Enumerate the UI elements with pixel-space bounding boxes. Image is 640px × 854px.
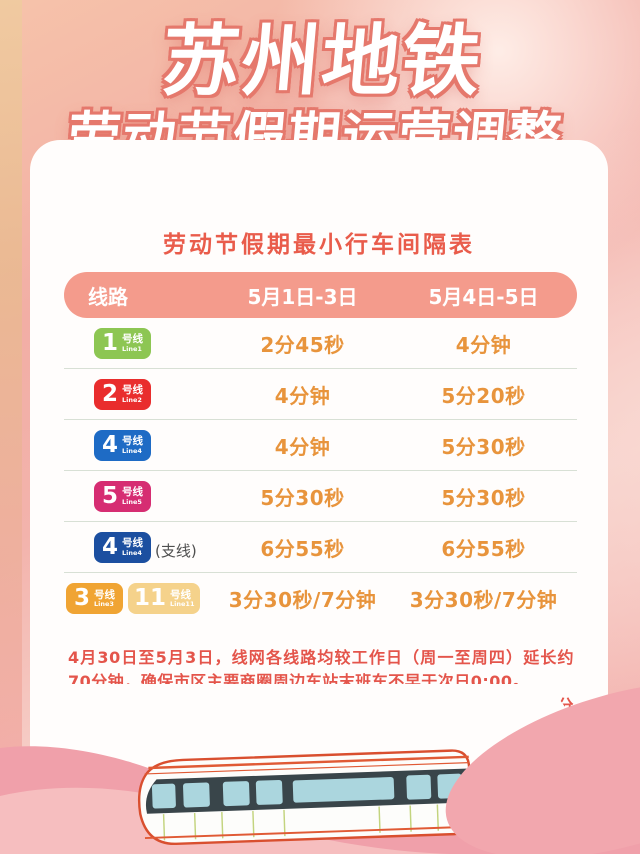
train-door-lines <box>162 804 440 841</box>
badge-en-label: Line4 <box>122 548 142 557</box>
table-row-line3-line11: 3 号线 Line3 11 号线 Line11 3分30秒/7分钟 3分30秒/7分… <box>64 573 577 624</box>
table-row-line5: 5 号线 Line5 5分30秒 5分30秒 <box>64 471 577 522</box>
table-row-line2: 2 号线 Line2 4分钟 5分20秒 <box>64 369 577 420</box>
line-1-badge: 1 号线 Line1 <box>94 327 151 359</box>
interval-cell: 5分20秒 <box>441 383 526 408</box>
badge-number: 4 <box>101 533 118 560</box>
interval-cell: 5分30秒 <box>260 485 345 510</box>
badge-en-label: Line2 <box>122 395 142 404</box>
badge-suffix: 号线 <box>122 537 143 549</box>
interval-cell: 5分30秒 <box>441 485 526 510</box>
badge-suffix: 号线 <box>122 384 143 396</box>
badge-suffix: 号线 <box>122 435 143 447</box>
badge-en-label: Line1 <box>122 344 142 353</box>
interval-cell: 3分30秒/7分钟 <box>228 588 377 612</box>
column-header-may4-5: 5月4日-5日 <box>428 284 539 309</box>
line-4-badge: 4 号线 Line4 <box>94 429 151 461</box>
table-header-row: 线路 5月1日-3日 5月4日-5日 <box>64 272 577 318</box>
table-title: 劳动节假期最小行车间隔表 <box>163 232 475 258</box>
interval-cell: 2分45秒 <box>260 332 345 357</box>
interval-cell: 6分55秒 <box>441 536 526 561</box>
badge-number: 1 <box>101 329 118 356</box>
interval-cell: 4分钟 <box>274 434 331 459</box>
interval-cell: 5分30秒 <box>441 434 526 459</box>
table-row-line1: 1 号线 Line1 2分45秒 4分钟 <box>64 318 577 369</box>
badge-suffix: 号线 <box>94 588 115 601</box>
badge-number: 11 <box>134 585 167 611</box>
interval-cell: 6分55秒 <box>260 536 345 561</box>
interval-cell: 3分30秒/7分钟 <box>409 588 558 612</box>
badge-number: 5 <box>101 482 118 509</box>
table-row-line4: 4 号线 Line4 4分钟 5分30秒 <box>64 420 577 471</box>
left-texture-strip <box>0 0 22 772</box>
train-icon <box>137 749 473 846</box>
table-row-line4-branch: 4 号线 Line4 (支线) 6分55秒 6分55秒 <box>64 522 577 573</box>
line-2-badge: 2 号线 Line2 <box>94 378 151 410</box>
badge-en-label: Line4 <box>122 446 142 455</box>
branch-label: (支线) <box>155 541 197 560</box>
line-5-badge: 5 号线 Line5 <box>94 480 151 512</box>
badge-number: 2 <box>101 380 118 407</box>
badge-suffix: 号线 <box>122 486 143 498</box>
line-4-branch-badge: 4 号线 Line4 <box>94 531 151 563</box>
badge-en-label: Line3 <box>94 600 114 608</box>
badge-en-label: Line5 <box>122 497 142 506</box>
schedule-card: 劳动节假期最小行车间隔表 线路 5月1日-3日 5月4日-5日 1 号线 Line… <box>30 140 608 775</box>
column-header-line: 线路 <box>88 284 128 309</box>
badge-suffix: 号线 <box>170 588 192 601</box>
interval-cell: 4分钟 <box>455 332 512 357</box>
badge-number: 3 <box>73 585 90 611</box>
line-3-badge: 3 号线 Line3 <box>66 583 123 614</box>
column-header-may1-3: 5月1日-3日 <box>247 284 358 309</box>
interval-cell: 4分钟 <box>274 383 331 408</box>
title-line1: 苏州地铁 <box>157 17 486 107</box>
badge-number: 4 <box>101 431 118 458</box>
line-11-badge: 11 号线 Line11 <box>128 583 201 614</box>
badge-en-label: Line11 <box>170 600 195 608</box>
table-body: 1 号线 Line1 2分45秒 4分钟 2 号线 Line2 4分钟 5分20秒 <box>64 318 577 624</box>
badge-suffix: 号线 <box>122 333 143 345</box>
